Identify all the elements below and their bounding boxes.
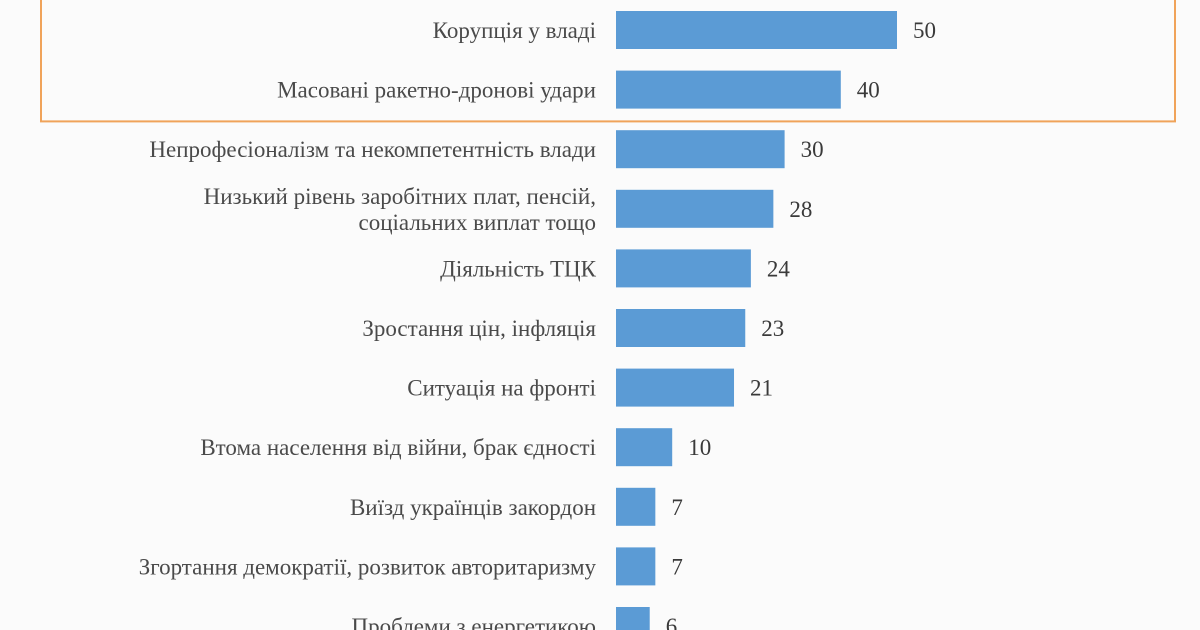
- value-label: 40: [857, 78, 880, 103]
- category-label-line: Непрофесіоналізм та некомпетентність вла…: [149, 137, 596, 162]
- value-label: 7: [671, 554, 683, 579]
- category-label: Непрофесіоналізм та некомпетентність вла…: [149, 137, 596, 162]
- category-label: Ситуація на фронті: [407, 376, 596, 401]
- category-label: Згортання демократії, розвиток авторитар…: [139, 554, 597, 579]
- category-label: Діяльність ТЦК: [440, 256, 596, 281]
- value-label: 7: [671, 495, 683, 520]
- category-label: Масовані ракетно-дронові удари: [277, 78, 596, 103]
- category-label-line: соціальних виплат тощо: [359, 210, 596, 235]
- category-label: Виїзд українців закордон: [350, 495, 596, 520]
- bar: [616, 607, 650, 630]
- category-label-line: Низький рівень заробітних плат, пенсій,: [204, 184, 596, 209]
- category-label-line: Діяльність ТЦК: [440, 256, 596, 281]
- category-label: Втома населення від війни, брак єдності: [200, 435, 596, 460]
- bar: [616, 189, 774, 228]
- category-label-line: Згортання демократії, розвиток авторитар…: [139, 554, 597, 579]
- value-label: 28: [789, 197, 812, 222]
- category-label: Корупція у владі: [433, 18, 596, 43]
- category-label: Проблеми з енергетикою: [352, 614, 597, 630]
- value-label: 50: [913, 18, 936, 43]
- category-label-line: Ситуація на фронті: [407, 376, 596, 401]
- category-label: Зростання цін, інфляція: [362, 316, 596, 341]
- bar: [616, 309, 746, 347]
- bar: [616, 368, 735, 407]
- bar: [616, 249, 751, 288]
- value-label: 24: [767, 256, 791, 281]
- bar: [616, 70, 841, 109]
- value-label: 10: [688, 435, 711, 460]
- bar: [616, 428, 673, 467]
- bar: [616, 130, 785, 169]
- bar: [616, 487, 656, 526]
- value-label: 23: [761, 316, 784, 341]
- bar: [616, 547, 656, 586]
- value-label: 6: [666, 614, 678, 630]
- value-label: 30: [801, 137, 824, 162]
- category-label-line: Проблеми з енергетикою: [352, 614, 597, 630]
- value-label: 21: [750, 376, 773, 401]
- highlight-frame: [40, 0, 1176, 123]
- category-label: Низький рівень заробітних плат, пенсій, с…: [204, 184, 596, 235]
- category-label-line: Масовані ракетно-дронові удари: [277, 78, 596, 103]
- category-label-line: Корупція у владі: [433, 18, 596, 43]
- category-label-line: Втома населення від війни, брак єдності: [200, 435, 596, 460]
- category-label-line: Виїзд українців закордон: [350, 495, 596, 520]
- bar: [616, 11, 897, 49]
- category-label-line: Зростання цін, інфляція: [362, 316, 596, 341]
